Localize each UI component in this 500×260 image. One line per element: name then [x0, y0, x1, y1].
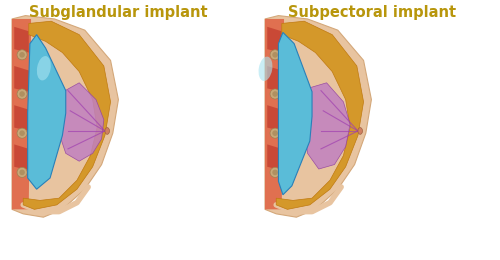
Polygon shape	[304, 83, 350, 169]
Polygon shape	[12, 16, 118, 217]
Polygon shape	[265, 19, 284, 209]
Ellipse shape	[20, 170, 25, 175]
Ellipse shape	[17, 89, 27, 99]
Ellipse shape	[272, 170, 278, 175]
Ellipse shape	[272, 131, 278, 136]
Ellipse shape	[17, 50, 27, 60]
Ellipse shape	[358, 128, 362, 134]
Polygon shape	[265, 16, 372, 217]
Polygon shape	[267, 66, 282, 92]
Polygon shape	[14, 144, 29, 170]
Ellipse shape	[258, 57, 272, 81]
Ellipse shape	[20, 52, 25, 58]
Polygon shape	[14, 105, 29, 131]
Ellipse shape	[20, 91, 25, 97]
Ellipse shape	[17, 167, 27, 177]
Polygon shape	[267, 27, 282, 53]
Text: Subpectoral implant: Subpectoral implant	[288, 5, 456, 20]
Ellipse shape	[272, 91, 278, 97]
Polygon shape	[267, 144, 282, 170]
Ellipse shape	[270, 167, 280, 177]
Ellipse shape	[272, 52, 278, 58]
Polygon shape	[14, 66, 29, 92]
Polygon shape	[59, 83, 104, 161]
Ellipse shape	[17, 128, 27, 138]
Polygon shape	[12, 19, 31, 209]
Polygon shape	[14, 27, 29, 53]
Ellipse shape	[270, 50, 280, 60]
Ellipse shape	[270, 128, 280, 138]
Text: Subglandular implant: Subglandular implant	[28, 5, 208, 20]
Ellipse shape	[37, 56, 51, 80]
Ellipse shape	[20, 131, 25, 136]
Polygon shape	[278, 32, 312, 195]
Polygon shape	[267, 105, 282, 131]
Polygon shape	[28, 35, 66, 189]
Ellipse shape	[105, 128, 110, 134]
Ellipse shape	[270, 89, 280, 99]
Polygon shape	[23, 21, 110, 209]
Polygon shape	[276, 21, 364, 209]
